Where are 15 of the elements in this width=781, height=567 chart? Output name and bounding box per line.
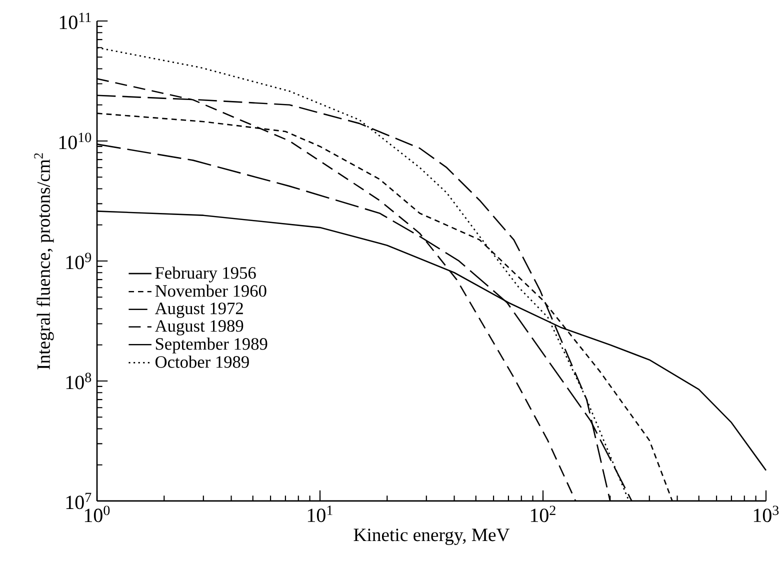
legend-label: August 1972 xyxy=(154,302,243,318)
y-tick-label: 10$^{9}$ xyxy=(66,252,92,270)
legend-label: November 1960 xyxy=(155,284,266,297)
x-tick-label: 10$^{3}$ xyxy=(754,506,779,522)
y-axis-title: Integral fluence, protons/cm$^{2}$ xyxy=(34,153,54,370)
x-axis-title: Kinetic energy, MeV xyxy=(354,528,510,546)
y-tick-label: 10$^{11}$ xyxy=(60,12,91,30)
legend-label: October 1989 xyxy=(156,356,249,368)
legend-label: August 1989 xyxy=(154,320,244,336)
x-tick-label: 10$^{1}$ xyxy=(308,506,332,522)
y-tick-label: 10$^{8}$ xyxy=(66,372,92,390)
y-tick-label: 10$^{10}$ xyxy=(59,132,92,150)
legend-label: February 1956 xyxy=(155,266,256,282)
x-tick-label: 10$^{2}$ xyxy=(530,506,556,522)
legend-label: September 1989 xyxy=(156,338,268,354)
